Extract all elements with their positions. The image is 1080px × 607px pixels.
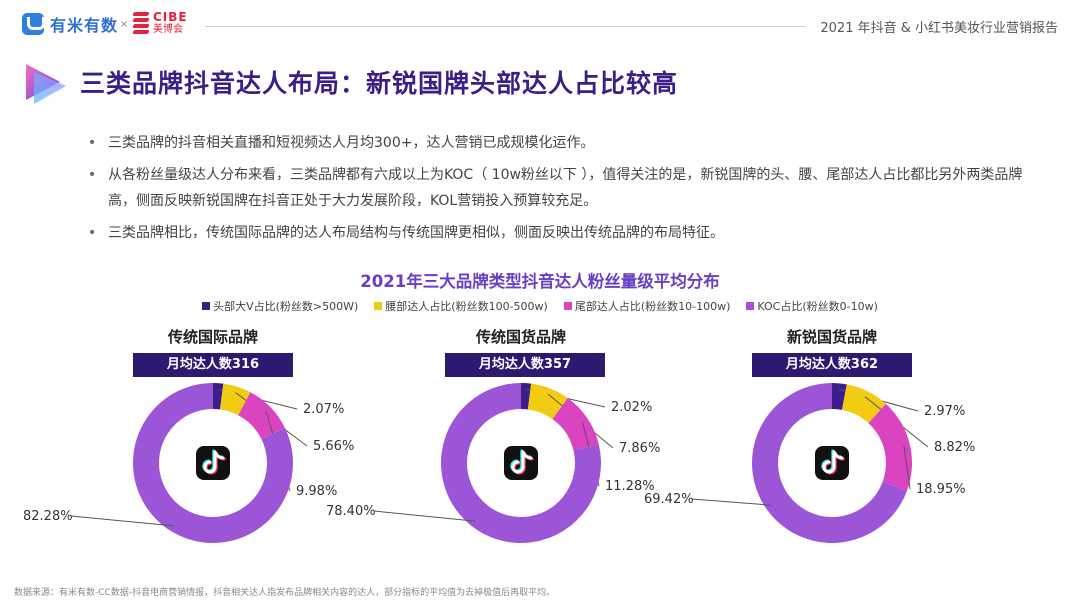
cibe-logo: CIBE 美博会 (132, 10, 188, 36)
legend-swatch (746, 302, 755, 310)
legend-label: 尾部达人占比(粉丝数10-100w) (574, 300, 731, 313)
data-label: 2.02% (611, 400, 652, 415)
data-label: 82.28% (23, 509, 73, 524)
logo-separator: × (120, 19, 129, 30)
chart-legend: 头部大V占比(粉丝数>500W) 腰部达人占比(粉丝数100-500w) 尾部达… (0, 298, 1080, 314)
leader-line (373, 510, 476, 522)
donut-slice (552, 398, 599, 451)
title-play-icon (26, 64, 66, 104)
donut-slice (842, 384, 886, 424)
data-label: 2.97% (924, 404, 965, 419)
legend-swatch (202, 302, 211, 310)
bullet-item: 三类品牌的抖音相关直播和短视频达人月均300+，达人营销已成规模化运作。 (88, 130, 1028, 156)
data-label: 7.86% (619, 441, 660, 456)
leader-line (903, 445, 911, 490)
legend-item-tail: 尾部达人占比(粉丝数10-100w) (563, 298, 731, 314)
data-label: 69.42% (644, 492, 694, 507)
legend-swatch (563, 302, 572, 310)
data-label: 8.82% (934, 440, 975, 455)
brand-title: 新锐国货品牌 (787, 328, 877, 346)
data-label: 2.07% (303, 402, 344, 417)
data-label: 9.98% (296, 484, 337, 499)
chart-title: 2021年三大品牌类型抖音达人粉丝量级平均分布 (360, 272, 720, 291)
donut-slice (441, 383, 601, 543)
tiktok-icon (504, 446, 538, 480)
legend-item-waist: 腰部达人占比(粉丝数100-500w) (374, 298, 548, 314)
leader-line (70, 515, 174, 527)
donut-slice (220, 383, 251, 416)
legend-swatch (374, 302, 383, 310)
donut-slice (527, 383, 568, 420)
header-divider (205, 26, 805, 27)
leader-line (691, 498, 772, 506)
header-bar: 有米有数 × CIBE 美博会 2021 年抖音 & 小红书美妆行业营销报告 (0, 0, 1080, 52)
bullet-list: 三类品牌的抖音相关直播和短视频达人月均300+，达人营销已成规模化运作。 从各粉… (88, 130, 1028, 252)
badge-international: 月均达人数316 (133, 353, 293, 377)
brand-title: 传统国际品牌 (167, 328, 258, 346)
bullet-item: 三类品牌相比，传统国际品牌的达人布局结构与传统国牌更相似，侧面反映出传统品牌的布… (88, 220, 1028, 246)
youmi-logo-icon (22, 13, 45, 35)
cibe-logo-subtext: 美博会 (153, 24, 183, 35)
page-title: 三类品牌抖音达人布局：新锐国牌头部达人占比较高 (80, 69, 679, 98)
donut-slice (832, 383, 847, 410)
donut-slice (752, 383, 907, 543)
youmi-logo: 有米有数 (22, 12, 118, 36)
data-label: 11.28% (605, 479, 655, 494)
legend-label: 腰部达人占比(粉丝数100-500w) (385, 300, 548, 313)
youmi-logo-text: 有米有数 (50, 16, 119, 35)
badge-domestic: 月均达人数357 (445, 353, 605, 377)
source-note: 数据来源：有米有数-CC数据-抖音电商营销情报，抖音相关达人指发布品牌相关内容的… (14, 588, 556, 598)
donut-slice (132, 383, 293, 543)
tiktok-icon (196, 446, 230, 480)
legend-item-koc: KOC占比(粉丝数0-10w) (746, 298, 878, 314)
report-title: 2021 年抖音 & 小红书美妆行业营销报告 (820, 21, 1058, 36)
tiktok-icon (815, 446, 849, 480)
donut-slice (868, 403, 912, 491)
bullet-item: 从各粉丝量级达人分布来看，三类品牌都有六成以上为KOC（ 10w粉丝以下 ），值… (88, 162, 1028, 214)
legend-label: KOC占比(粉丝数0-10w) (757, 300, 878, 313)
legend-label: 头部大V占比(粉丝数>500W) (213, 300, 359, 313)
data-label: 78.40% (326, 504, 376, 519)
legend-item-head: 头部大V占比(粉丝数>500W) (202, 298, 358, 314)
cibe-logo-text: CIBE (153, 10, 188, 24)
data-label: 18.95% (916, 482, 966, 497)
badge-new-domestic: 月均达人数362 (752, 353, 912, 377)
brand-title: 传统国货品牌 (475, 328, 566, 346)
data-label: 5.66% (313, 439, 354, 454)
donut-slice (238, 392, 285, 440)
